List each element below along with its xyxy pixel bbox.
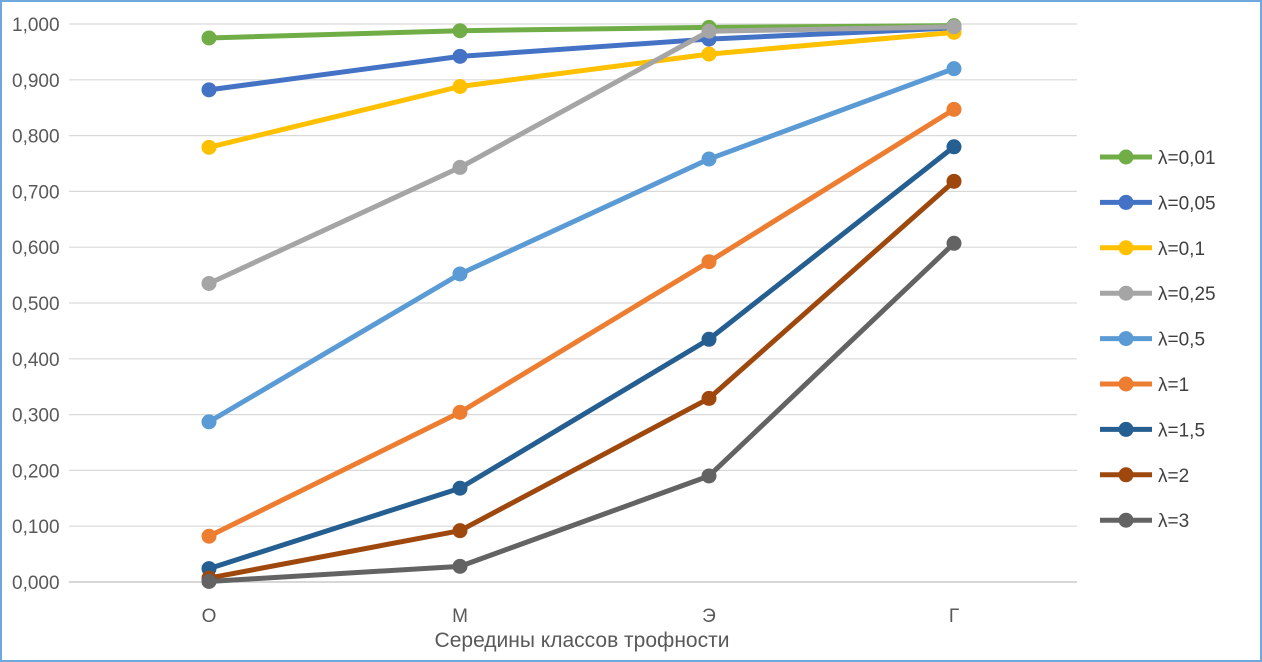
- data-point: [452, 480, 468, 496]
- data-point: [946, 61, 962, 77]
- x-tick-label: М: [452, 606, 468, 627]
- data-point: [701, 254, 717, 270]
- legend-item: λ=0,1: [1100, 239, 1205, 260]
- series-path: [206, 23, 957, 41]
- legend-item: λ=0,01: [1100, 148, 1216, 169]
- y-tick-label: 1,000: [12, 15, 60, 36]
- data-point: [201, 414, 217, 430]
- series-path: [206, 25, 957, 93]
- y-tick-label: 0,400: [12, 350, 60, 371]
- data-point: [452, 266, 468, 282]
- data-point: [201, 30, 217, 46]
- legend-item: λ=0,25: [1100, 284, 1216, 305]
- series-path: [206, 144, 957, 572]
- series-line: [201, 173, 962, 586]
- legend-label: λ=1,5: [1158, 420, 1205, 441]
- legend-label: λ=0,05: [1158, 193, 1216, 214]
- x-axis-title: Середины классов трофности: [435, 629, 730, 652]
- data-point: [201, 528, 217, 544]
- data-point: [201, 139, 217, 155]
- legend-swatch-marker: [1118, 421, 1134, 437]
- data-point: [452, 523, 468, 539]
- series-lines: [201, 18, 962, 589]
- series-line: [201, 19, 962, 291]
- legend-item: λ=1,5: [1100, 420, 1205, 441]
- y-tick-label: 0,100: [12, 517, 60, 538]
- legend-item: λ=0,05: [1100, 193, 1216, 214]
- series-path: [206, 106, 957, 539]
- data-point: [701, 46, 717, 62]
- series-path: [206, 178, 957, 581]
- data-point: [946, 101, 962, 117]
- x-tick-label: Э: [702, 606, 716, 627]
- series-line: [201, 61, 962, 430]
- data-point: [946, 235, 962, 251]
- gridlines: [69, 23, 1077, 583]
- series-path: [206, 240, 957, 584]
- series-path: [206, 66, 957, 425]
- y-tick-label: 0,000: [12, 573, 60, 594]
- data-point: [201, 275, 217, 291]
- data-point: [946, 19, 962, 35]
- x-tick-label: Г: [949, 606, 959, 627]
- data-point: [452, 48, 468, 64]
- data-point: [701, 390, 717, 406]
- data-point: [701, 151, 717, 167]
- legend-label: λ=3: [1158, 511, 1189, 532]
- series-path: [206, 29, 957, 150]
- legend-item: λ=0,5: [1100, 330, 1205, 351]
- y-tick-label: 0,200: [12, 461, 60, 482]
- series-line: [201, 235, 962, 589]
- legend-swatch-marker: [1118, 285, 1134, 301]
- legend-label: λ=0,25: [1158, 284, 1216, 305]
- data-point: [701, 468, 717, 484]
- data-point: [701, 23, 717, 39]
- data-point: [201, 82, 217, 98]
- data-point: [946, 173, 962, 189]
- data-point: [452, 23, 468, 39]
- legend-swatch-marker: [1118, 149, 1134, 165]
- legend-swatch-marker: [1118, 467, 1134, 483]
- y-axis-tick-labels: 0,000 0,100 0,200 0,300 0,400 0,500 0,600 0,700…: [12, 15, 60, 594]
- series-line: [201, 101, 962, 544]
- y-tick-label: 0,800: [12, 127, 60, 148]
- data-point: [452, 558, 468, 574]
- y-tick-label: 0,600: [12, 238, 60, 259]
- data-point: [946, 139, 962, 155]
- legend-item: λ=2: [1100, 466, 1189, 487]
- data-point: [452, 78, 468, 94]
- y-tick-label: 0,900: [12, 71, 60, 92]
- legend-label: λ=0,01: [1158, 148, 1216, 169]
- legend-swatch-marker: [1118, 512, 1134, 528]
- legend-item: λ=1: [1100, 375, 1189, 396]
- y-tick-label: 0,500: [12, 294, 60, 315]
- legend-swatch-marker: [1118, 376, 1134, 392]
- legend-label: λ=0,1: [1158, 239, 1205, 260]
- legend-swatch-marker: [1118, 331, 1134, 347]
- legend-label: λ=1: [1158, 375, 1189, 396]
- data-point: [452, 159, 468, 175]
- legend-swatch-marker: [1118, 194, 1134, 210]
- legend-item: λ=3: [1100, 511, 1189, 532]
- data-point: [701, 331, 717, 347]
- legend-label: λ=0,5: [1158, 330, 1205, 351]
- data-point: [201, 573, 217, 589]
- legend-swatch-marker: [1118, 240, 1134, 256]
- legend-label: λ=2: [1158, 466, 1189, 487]
- legend: λ=0,01 λ=0,05 λ=0,1 λ=0,25 λ=0,5 λ=1 λ=1,5 λ=2 λ…: [1100, 148, 1216, 532]
- y-tick-label: 0,300: [12, 406, 60, 427]
- series-path: [206, 24, 957, 286]
- y-tick-label: 0,700: [12, 182, 60, 203]
- data-point: [452, 404, 468, 420]
- x-tick-label: О: [202, 606, 217, 627]
- series-line: [201, 20, 962, 98]
